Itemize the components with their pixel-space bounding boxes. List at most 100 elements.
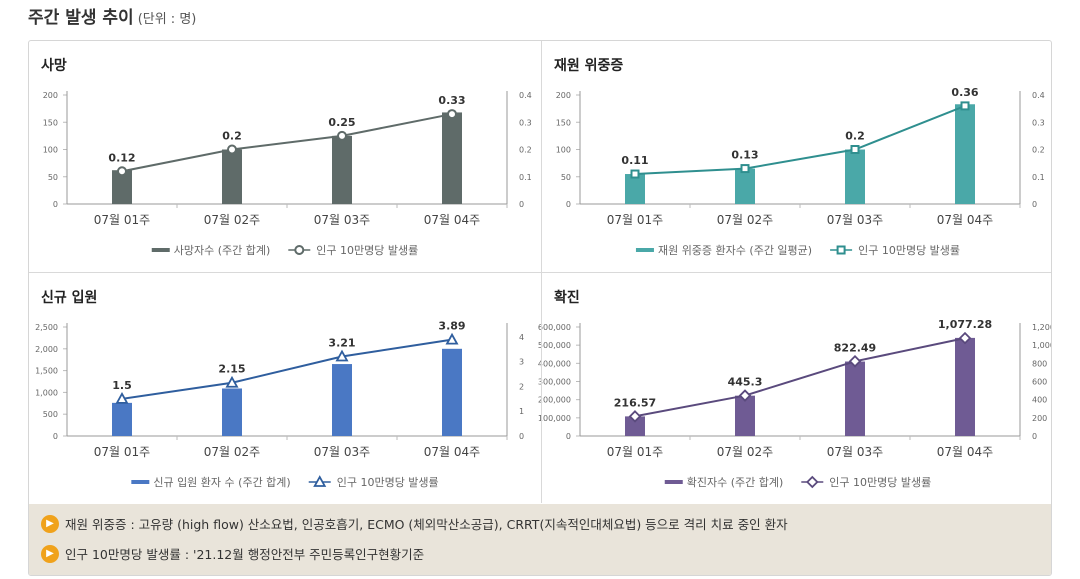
data-label: 3.89 — [438, 320, 465, 333]
data-label: 0.12 — [108, 151, 135, 164]
rate-point — [960, 101, 970, 111]
legend-label: 확진자수 (주간 합계) — [687, 476, 784, 489]
rate-line — [634, 337, 966, 418]
x-tick-label: 07월 01주 — [607, 213, 663, 227]
rate-point — [225, 375, 239, 388]
chart-legend: 확진자수 (주간 합계) 인구 10만명당 발생률 — [664, 475, 931, 489]
page-title-text: 주간 발생 추이 — [28, 8, 134, 28]
y2-tick-label: 800 — [1032, 359, 1047, 368]
y2-tick-label: 0 — [519, 200, 524, 209]
bar — [332, 364, 352, 436]
y2-tick-label: 0 — [519, 432, 524, 441]
rate-line — [121, 338, 453, 400]
bar — [442, 112, 462, 204]
rate-point — [335, 349, 349, 362]
y-tick-label: 2,000 — [35, 345, 58, 354]
data-label: 3.21 — [328, 336, 355, 349]
legend-marker — [836, 245, 846, 255]
y-tick-label: 150 — [556, 118, 571, 127]
chart-svg: 0 500 1,000 1,500 2,000 2,500 0 1 2 3 4 07월 01주 07월 … — [35, 320, 524, 489]
speaker-icon: ▶ — [41, 544, 59, 563]
charts-panel: 사망 0 50 100 150 200 0 0.1 0.2 0.3 0.4 07월 01주 07월 0… — [28, 40, 1052, 576]
y2-tick-label: 0.3 — [519, 118, 532, 127]
y2-tick-label: 0.4 — [1032, 91, 1045, 100]
data-label: 0.13 — [731, 149, 758, 162]
y-tick-label: 0 — [53, 432, 58, 441]
y2-tick-label: 0.4 — [519, 91, 532, 100]
rate-point — [445, 332, 459, 345]
legend-marker — [294, 245, 305, 255]
y2-tick-label: 0.1 — [519, 173, 532, 182]
speaker-icon: ▶ — [41, 514, 59, 533]
legend-label: 재원 위중증 환자수 (주간 일평균) — [658, 243, 812, 257]
bar — [735, 168, 755, 204]
y2-tick-label: 0.1 — [1032, 173, 1045, 182]
page-unit: (단위 : 명) — [137, 12, 197, 27]
y-tick-label: 100 — [556, 146, 571, 155]
x-tick-label: 07월 02주 — [204, 213, 260, 227]
y2-tick-label: 0.3 — [1032, 118, 1045, 127]
y-tick-label: 600,000 — [538, 323, 571, 332]
legend-label: 인구 10만명당 발생률 — [337, 476, 439, 489]
y-tick-label: 100,000 — [538, 414, 571, 423]
bar — [845, 149, 865, 204]
page-title: 주간 발생 추이 (단위 : 명) — [28, 3, 196, 28]
chart-admissions: 신규 입원 0 500 1,000 1,500 2,000 2,500 0 1 2 3 4 07월 0… — [29, 273, 540, 504]
legend-label: 인구 10만명당 발생률 — [316, 244, 418, 257]
y-tick-label: 500,000 — [538, 341, 571, 350]
x-tick-label: 07월 01주 — [607, 445, 663, 459]
y2-tick-label: 3 — [519, 358, 524, 367]
chart-legend: 재원 위중증 환자수 (주간 일평균) 인구 10만명당 발생률 — [635, 243, 960, 257]
legend-label: 인구 10만명당 발생률 — [858, 244, 960, 257]
y2-tick-label: 200 — [1032, 414, 1047, 423]
rate-point — [850, 145, 860, 154]
data-label: 0.11 — [621, 154, 648, 167]
y-tick-label: 100 — [43, 146, 58, 155]
y2-tick-label: 0.2 — [519, 146, 532, 155]
data-label: 0.33 — [438, 94, 465, 107]
rate-line — [121, 113, 453, 173]
chart-svg: 0 100,000 200,000 300,000 400,000 500,000 600,… — [538, 318, 1051, 489]
note-text: 인구 10만명당 발생률 : '21.12월 행정안전부 주민등록인구현황기준 — [65, 547, 425, 562]
bar — [735, 395, 755, 436]
rate-point — [848, 355, 862, 368]
x-tick-label: 07월 01주 — [94, 213, 150, 227]
notes-box: ▶ 재원 위중증 : 고유량 (high flow) 산소요법, 인공호흡기, E… — [29, 504, 1051, 575]
chart-svg: 0 50 100 150 200 0 0.1 0.2 0.3 0.4 07월 01주 07월 02주 0… — [43, 91, 532, 257]
data-label: 0.2 — [845, 130, 865, 143]
note-rate-basis: ▶ 인구 10만명당 발생률 : '21.12월 행정안전부 주민등록인구현황기준 — [41, 544, 424, 563]
note-text: 재원 위중증 : 고유량 (high flow) 산소요법, 인공호흡기, EC… — [65, 517, 788, 532]
data-label: 2.15 — [218, 363, 245, 376]
y-tick-label: 0 — [566, 432, 571, 441]
chart-legend: 신규 입원 환자 수 (주간 합계) 인구 10만명당 발생률 — [131, 475, 439, 489]
bar — [955, 104, 975, 204]
data-label: 1,077.28 — [938, 318, 992, 331]
chart-deaths: 사망 0 50 100 150 200 0 0.1 0.2 0.3 0.4 07월 01주 07월 0… — [29, 41, 540, 272]
x-tick-label: 07월 04주 — [937, 445, 993, 459]
rate-line — [634, 104, 966, 176]
legend-marker — [313, 475, 327, 487]
y2-tick-label: 2 — [519, 382, 524, 391]
bar — [222, 149, 242, 204]
y-tick-label: 50 — [561, 173, 571, 182]
chart-critical: 재원 위중증 0 50 100 150 200 0 0.1 0.2 0.3 0.4 07월 01주 0… — [542, 41, 1051, 272]
y-tick-label: 200 — [556, 91, 571, 100]
y-tick-label: 0 — [566, 200, 571, 209]
y-tick-label: 2,500 — [35, 323, 58, 332]
data-label: 0.25 — [328, 116, 355, 129]
y-tick-label: 150 — [43, 118, 58, 127]
x-tick-label: 07월 02주 — [204, 445, 260, 459]
rate-point — [115, 391, 129, 404]
y-tick-label: 50 — [48, 173, 58, 182]
bar — [955, 337, 975, 436]
bar — [332, 135, 352, 204]
legend-label: 사망자수 (주간 합계) — [174, 244, 271, 257]
data-label: 216.57 — [614, 396, 656, 409]
rate-point — [958, 331, 972, 345]
y2-tick-label: 4 — [519, 333, 524, 342]
y2-tick-label: 1 — [519, 407, 524, 416]
rate-point — [227, 144, 237, 155]
y2-tick-label: 0 — [1032, 200, 1037, 209]
chart-title: 재원 위중증 — [554, 58, 624, 74]
y2-tick-label: 600 — [1032, 378, 1047, 387]
